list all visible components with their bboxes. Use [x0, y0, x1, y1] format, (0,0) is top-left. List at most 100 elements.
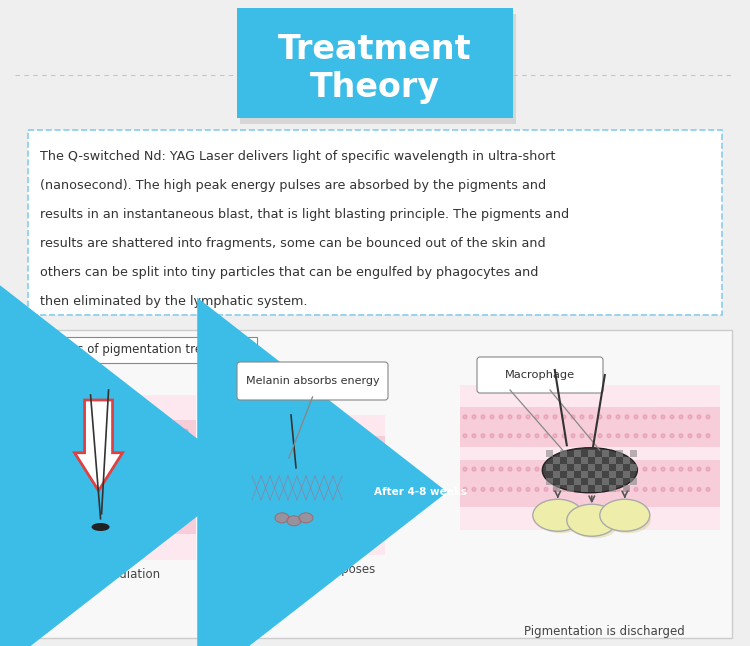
- Circle shape: [472, 433, 476, 438]
- Circle shape: [113, 490, 119, 496]
- Circle shape: [589, 467, 593, 471]
- Circle shape: [508, 467, 512, 471]
- Circle shape: [535, 487, 539, 492]
- FancyBboxPatch shape: [27, 337, 257, 363]
- Circle shape: [330, 462, 334, 466]
- Circle shape: [276, 494, 280, 498]
- Circle shape: [312, 494, 316, 498]
- Circle shape: [294, 514, 298, 518]
- FancyBboxPatch shape: [609, 471, 616, 478]
- FancyBboxPatch shape: [588, 464, 595, 471]
- Circle shape: [121, 512, 125, 516]
- Circle shape: [463, 467, 467, 471]
- Circle shape: [375, 514, 379, 518]
- Text: Pigmentation is discharged: Pigmentation is discharged: [524, 625, 686, 638]
- FancyBboxPatch shape: [28, 130, 722, 315]
- Circle shape: [213, 514, 217, 518]
- Ellipse shape: [567, 505, 616, 536]
- Circle shape: [463, 487, 467, 492]
- Circle shape: [589, 433, 593, 438]
- Circle shape: [670, 415, 674, 419]
- FancyBboxPatch shape: [622, 485, 630, 492]
- Circle shape: [688, 487, 692, 492]
- Circle shape: [463, 433, 467, 438]
- FancyBboxPatch shape: [567, 485, 574, 492]
- Ellipse shape: [538, 507, 584, 533]
- FancyBboxPatch shape: [616, 450, 622, 457]
- FancyBboxPatch shape: [28, 481, 196, 534]
- Circle shape: [661, 467, 665, 471]
- Circle shape: [267, 514, 271, 518]
- Circle shape: [339, 494, 343, 498]
- FancyBboxPatch shape: [210, 436, 385, 475]
- Circle shape: [616, 487, 620, 492]
- Circle shape: [598, 487, 602, 492]
- Circle shape: [112, 430, 116, 433]
- Circle shape: [598, 415, 602, 419]
- Circle shape: [490, 487, 494, 492]
- Circle shape: [375, 444, 379, 448]
- Circle shape: [330, 514, 334, 518]
- Circle shape: [535, 415, 539, 419]
- Circle shape: [148, 451, 152, 455]
- Circle shape: [103, 451, 107, 455]
- Circle shape: [607, 433, 611, 438]
- Circle shape: [481, 433, 485, 438]
- Circle shape: [240, 514, 244, 518]
- Circle shape: [490, 433, 494, 438]
- FancyBboxPatch shape: [567, 457, 574, 464]
- Circle shape: [688, 433, 692, 438]
- Circle shape: [31, 489, 35, 493]
- Circle shape: [213, 462, 217, 466]
- FancyBboxPatch shape: [240, 14, 516, 124]
- Text: Macrophage: Macrophage: [505, 370, 575, 380]
- Circle shape: [231, 462, 235, 466]
- Circle shape: [679, 487, 683, 492]
- Circle shape: [184, 512, 188, 516]
- Circle shape: [312, 444, 316, 448]
- Circle shape: [643, 415, 647, 419]
- Circle shape: [113, 508, 119, 515]
- FancyBboxPatch shape: [609, 485, 616, 492]
- Circle shape: [303, 462, 307, 466]
- FancyBboxPatch shape: [560, 450, 567, 457]
- Circle shape: [526, 433, 530, 438]
- Circle shape: [303, 494, 307, 498]
- Text: After 4-8 weeks: After 4-8 weeks: [374, 487, 466, 497]
- Circle shape: [571, 415, 575, 419]
- FancyBboxPatch shape: [595, 457, 602, 464]
- FancyBboxPatch shape: [567, 471, 574, 478]
- FancyBboxPatch shape: [18, 330, 732, 638]
- Circle shape: [58, 430, 62, 433]
- Circle shape: [508, 415, 512, 419]
- FancyBboxPatch shape: [28, 420, 196, 466]
- Circle shape: [339, 444, 343, 448]
- Circle shape: [544, 487, 548, 492]
- Circle shape: [121, 451, 125, 455]
- Text: others can be split into tiny particles that can be engulfed by phagocytes and: others can be split into tiny particles …: [40, 266, 538, 279]
- Circle shape: [697, 467, 701, 471]
- Circle shape: [40, 512, 44, 516]
- Circle shape: [67, 451, 71, 455]
- Circle shape: [490, 467, 494, 471]
- Circle shape: [598, 467, 602, 471]
- Circle shape: [580, 415, 584, 419]
- Circle shape: [112, 451, 116, 455]
- Circle shape: [679, 433, 683, 438]
- Circle shape: [652, 433, 656, 438]
- Circle shape: [580, 487, 584, 492]
- Circle shape: [258, 514, 262, 518]
- Circle shape: [375, 462, 379, 466]
- Circle shape: [175, 489, 179, 493]
- Circle shape: [222, 514, 226, 518]
- FancyBboxPatch shape: [622, 471, 630, 478]
- Ellipse shape: [79, 491, 118, 514]
- Circle shape: [634, 415, 638, 419]
- Circle shape: [124, 499, 130, 505]
- FancyBboxPatch shape: [609, 457, 616, 464]
- Circle shape: [130, 512, 134, 516]
- Circle shape: [535, 433, 539, 438]
- Circle shape: [166, 512, 170, 516]
- Circle shape: [89, 511, 95, 517]
- FancyBboxPatch shape: [580, 457, 588, 464]
